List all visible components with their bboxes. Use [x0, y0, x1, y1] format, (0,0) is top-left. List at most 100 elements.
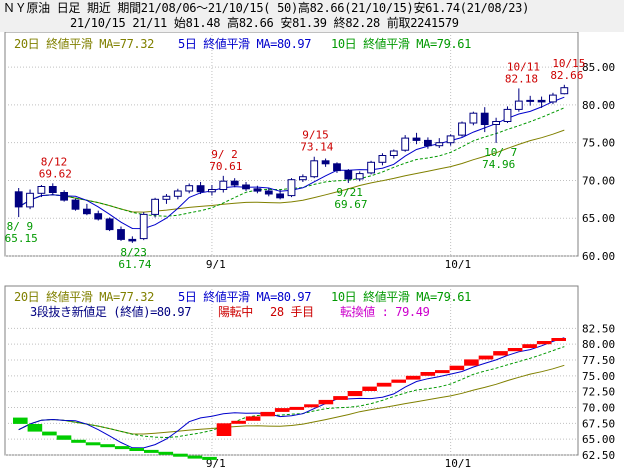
price-y-tick-label: 75.00	[582, 137, 615, 150]
linebreak-block	[187, 455, 203, 459]
linebreak-block	[274, 408, 290, 412]
candle-body	[48, 186, 57, 193]
linebreak-ma10-line	[18, 346, 565, 439]
linebreak-y-tick-label: 62.50	[582, 449, 615, 462]
linebreak-block	[536, 341, 552, 345]
linebreak-block	[304, 404, 319, 408]
candle-body	[287, 179, 296, 197]
linebreak-block	[27, 424, 43, 432]
price-x-tick-label: 10/1	[445, 258, 472, 271]
candle-body	[446, 135, 455, 144]
candle-body	[458, 122, 466, 136]
candle-body	[299, 176, 307, 181]
candle-body	[71, 199, 80, 210]
candle-body	[26, 192, 34, 208]
candle-body	[321, 160, 330, 165]
candle-body	[83, 208, 91, 215]
candle-body	[378, 155, 387, 163]
linebreak-block	[478, 355, 494, 360]
linebreak-block	[551, 338, 566, 341]
legend-bottom-ma20: 20日 終値平滑 MA=77.32	[14, 290, 154, 304]
candle-body	[128, 238, 137, 242]
linebreak-y-tick-label: 80.00	[582, 338, 615, 351]
annotation-value: 74.96	[482, 158, 515, 171]
annotation-value: 69.62	[39, 167, 72, 180]
linebreak-block	[100, 444, 115, 448]
annotation-date: 9/21	[336, 186, 363, 199]
annotation-date: 8/23	[120, 246, 147, 259]
linebreak-y-tick-label: 65.00	[582, 433, 615, 446]
annotation-date: 8/ 9	[7, 220, 34, 233]
candle-body	[435, 142, 444, 147]
candle-body	[196, 185, 205, 193]
candle-body	[264, 190, 273, 195]
candle-body	[139, 213, 148, 240]
linebreak-y-tick-label: 82.50	[582, 322, 615, 335]
price-y-tick-label: 65.00	[582, 212, 615, 225]
candle-body	[185, 185, 194, 192]
linebreak-block	[493, 351, 508, 356]
candle-body	[355, 173, 364, 180]
linebreak-block	[464, 359, 479, 366]
linebreak-block	[202, 456, 217, 460]
annotation-date: 8/12	[41, 155, 68, 168]
candle-body	[333, 163, 341, 172]
annotation-value: 65.15	[5, 232, 38, 245]
linebreak-block	[376, 382, 392, 387]
linebreak-block	[260, 411, 275, 417]
candle-body	[367, 161, 376, 174]
linebreak-y-tick-label: 75.00	[582, 370, 615, 383]
price-y-tick-label: 70.00	[582, 174, 615, 187]
linebreak-block	[71, 439, 86, 443]
linebreak-block	[347, 391, 363, 397]
linebreak-trend: 陽転中	[218, 305, 253, 319]
price-panel-frame	[4, 31, 579, 257]
linebreak-block	[173, 453, 188, 457]
legend-ma10: 10日 終値平滑 MA=79.61	[331, 37, 471, 51]
candle-body	[310, 160, 319, 178]
linebreak-block	[129, 448, 144, 451]
annotation-value: 82.18	[505, 72, 538, 85]
linebreak-block	[42, 431, 57, 436]
candle-body	[219, 180, 228, 190]
linebreak-block	[522, 344, 537, 348]
linebreak-block	[245, 416, 261, 421]
candle-body	[344, 170, 353, 180]
annotation-date: 10/11	[507, 60, 540, 73]
linebreak-x-tick-label: 10/1	[445, 457, 472, 470]
candle-body	[560, 87, 569, 95]
candle-body	[253, 188, 262, 192]
linebreak-block	[289, 406, 305, 410]
linebreak-y-tick-label: 70.00	[582, 402, 615, 415]
candle-body	[105, 218, 114, 231]
candle-body	[276, 193, 285, 199]
linebreak-ma20-line	[18, 364, 565, 435]
linebreak-y-tick-label: 77.50	[582, 354, 615, 367]
linebreak-ma5-line	[18, 337, 565, 449]
candle-body	[526, 99, 535, 102]
price-y-tick-label: 60.00	[582, 250, 615, 263]
linebreak-block	[362, 386, 377, 391]
linebreak-block	[144, 449, 159, 453]
candle-body	[469, 112, 478, 124]
annotation-value: 69.67	[334, 198, 367, 211]
price-y-tick-label: 80.00	[582, 99, 615, 112]
candle-body	[424, 139, 432, 147]
linebreak-reversal: 転換値 : 79.49	[340, 305, 430, 319]
linebreak-block	[13, 417, 28, 424]
candle-body	[537, 99, 546, 103]
linebreak-block	[85, 442, 101, 446]
candle-body	[242, 184, 250, 190]
linebreak-x-tick-label: 9/1	[206, 457, 226, 470]
linebreak-block	[420, 372, 436, 376]
linebreak-block	[216, 423, 232, 436]
linebreak-block	[507, 348, 523, 352]
candle-body	[492, 121, 501, 125]
linebreak-value: 3段抜き新値足 (終値)=80.97	[30, 305, 192, 319]
candle-body	[514, 100, 523, 110]
candle-body	[162, 195, 171, 200]
candle-body	[480, 112, 489, 125]
annotation-date: 10/15	[552, 57, 585, 70]
annotation-date: 9/ 2	[211, 148, 238, 161]
